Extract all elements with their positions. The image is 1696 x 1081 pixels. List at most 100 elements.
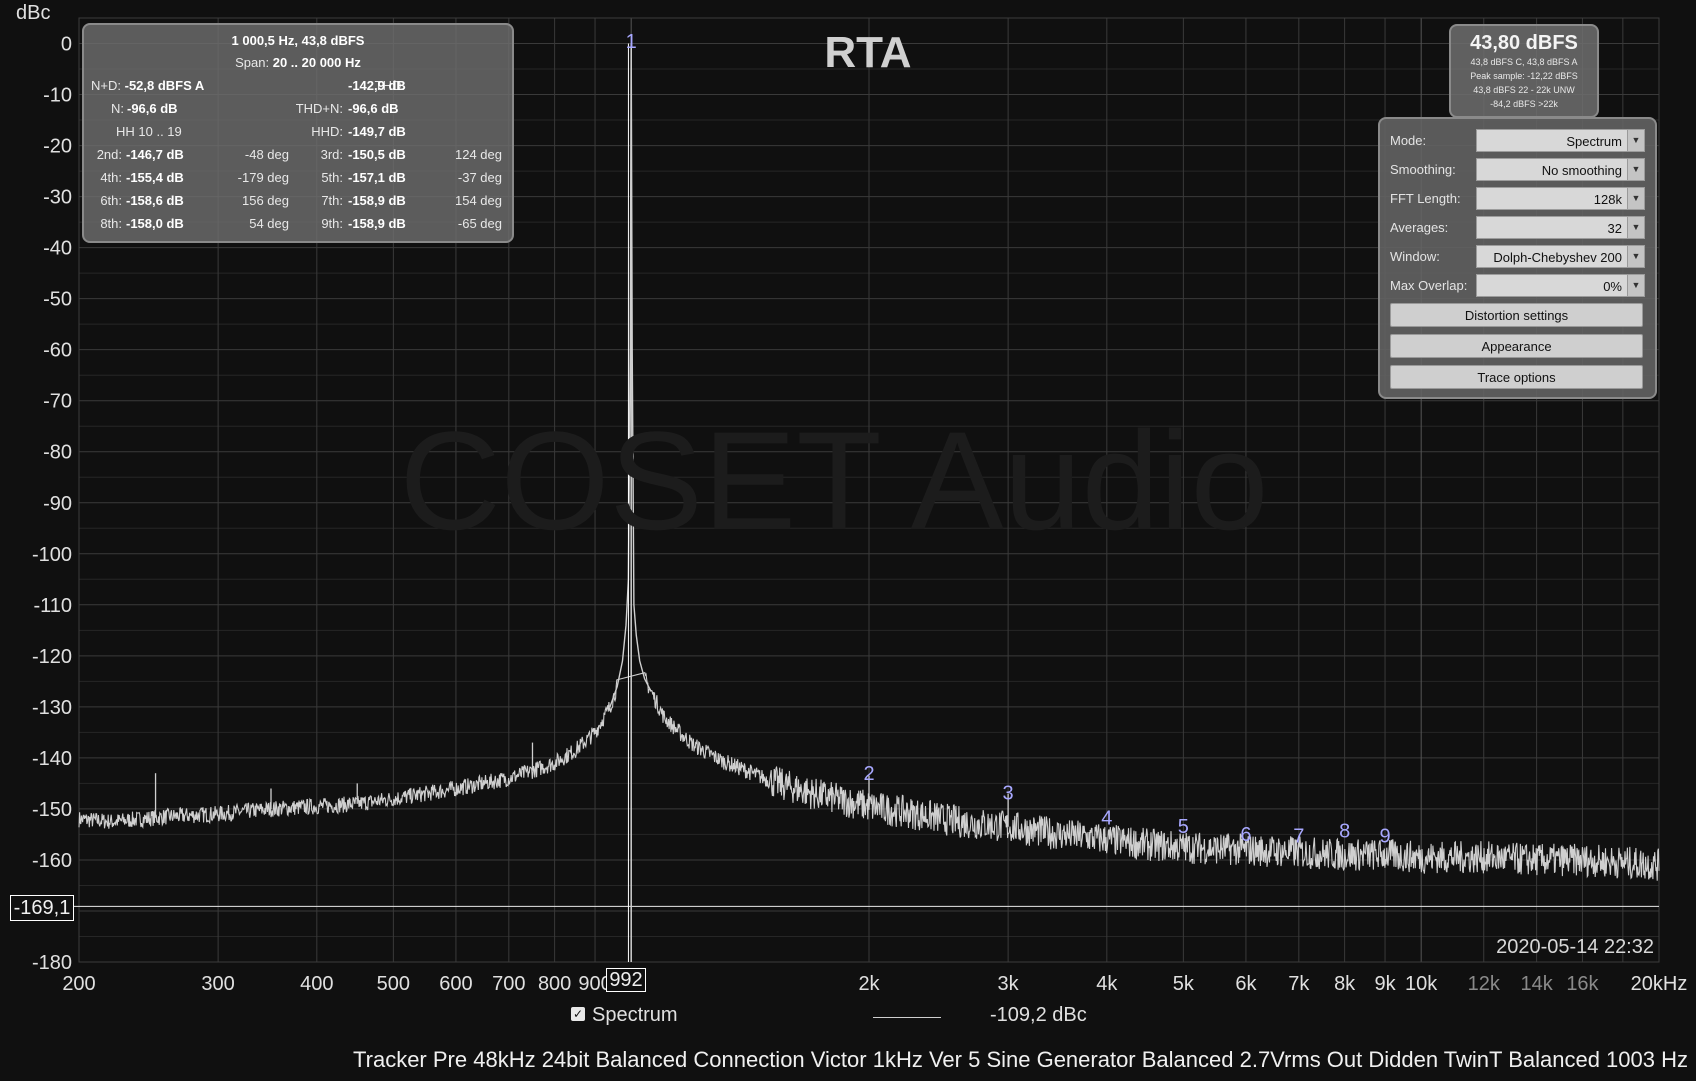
appearance-button[interactable]: Appearance	[1390, 334, 1643, 358]
y-tick-label: -80	[43, 442, 72, 464]
mode-select[interactable]: Spectrum ▼	[1476, 129, 1645, 152]
harmonic-6-label: 6th:	[100, 193, 122, 208]
harmonic-4-phase: -179 deg	[237, 170, 289, 185]
level-detail-2: Peak sample: -12,22 dBFS	[1470, 71, 1578, 81]
smoothing-row: Smoothing: No smoothing ▼	[1390, 158, 1645, 182]
window-value: Dolph-Chebyshev 200	[1493, 250, 1622, 265]
legend-line-swatch	[873, 1017, 941, 1018]
legend-cursor-value: -109,2 dBc	[990, 1004, 1087, 1026]
y-tick-label: -150	[32, 799, 72, 821]
harmonic-7-value: -158,9 dB	[348, 193, 406, 208]
x-tick-label: 12k	[1468, 973, 1501, 995]
averages-value: 32	[1607, 221, 1622, 236]
x-tick-label: 3k	[998, 973, 1020, 995]
peak-frequency-label[interactable]: 992	[606, 968, 646, 992]
distortion-settings-button[interactable]: Distortion settings	[1390, 303, 1643, 327]
harmonic-marker-label: 7	[1293, 825, 1304, 847]
x-tick-label: 5k	[1173, 973, 1195, 995]
harmonic-5-label: 5th:	[321, 170, 343, 185]
y-tick-label: 0	[61, 34, 72, 56]
level-detail-1: 43,8 dBFS C, 43,8 dBFS A	[1470, 57, 1578, 67]
nd-row: N+D: -52,8 dBFS A	[91, 78, 205, 93]
x-tick-label: 700	[492, 973, 525, 995]
level-detail-4: -84,2 dBFS >22k	[1490, 99, 1558, 109]
harmonic-2-phase: -48 deg	[244, 147, 289, 162]
spectrum-noise-floor	[78, 672, 1660, 881]
y-tick-label: -180	[32, 952, 72, 974]
y-axis-label: dBc	[16, 2, 50, 24]
max-overlap-select[interactable]: 0% ▼	[1476, 274, 1645, 297]
harmonic-marker-label: 1	[626, 31, 637, 53]
x-tick-label: 14k	[1521, 973, 1554, 995]
y-tick-label: -90	[43, 493, 72, 515]
window-select[interactable]: Dolph-Chebyshev 200 ▼	[1476, 245, 1645, 268]
y-tick-label: -50	[43, 289, 72, 311]
harmonic-7-label: 7th:	[321, 193, 343, 208]
harmonic-markers: 1 2 3 4 5 6 7 8 9	[626, 31, 1391, 847]
spectrum-trace	[78, 43, 1660, 962]
y-tick-label: -40	[43, 238, 72, 260]
y-tick-label: -30	[43, 187, 72, 209]
grid-lines	[78, 17, 1660, 963]
x-tick-label: 4k	[1096, 973, 1118, 995]
thd-value: -142,9 dB	[348, 78, 406, 93]
y-tick-label: -20	[43, 136, 72, 158]
window-label: Window:	[1390, 249, 1440, 264]
harmonic-3-value: -150,5 dB	[348, 147, 406, 162]
thdn-value: -96,6 dB	[348, 101, 399, 116]
harmonic-3-phase: 124 deg	[455, 147, 502, 162]
mode-row: Mode: Spectrum ▼	[1390, 129, 1645, 153]
x-tick-label: 300	[201, 973, 234, 995]
y-tick-label: -110	[33, 595, 72, 617]
y-tick-label: -10	[43, 85, 72, 107]
mode-value: Spectrum	[1566, 134, 1622, 149]
measurement-caption: Tracker Pre 48kHz 24bit Balanced Connect…	[353, 1047, 1688, 1072]
averages-select[interactable]: 32 ▼	[1476, 216, 1645, 239]
fft-length-value: 128k	[1593, 192, 1622, 207]
harmonic-marker-label: 3	[1003, 782, 1014, 804]
harmonic-6-phase: 156 deg	[242, 193, 289, 208]
max-overlap-value: 0%	[1603, 279, 1622, 294]
x-tick-label: 500	[377, 973, 410, 995]
hhd-value: -149,7 dB	[348, 124, 406, 139]
x-tick-label: 9k	[1374, 973, 1396, 995]
hhd-label: HHD:	[311, 124, 343, 139]
y-tick-label: -140	[32, 748, 72, 770]
max-overlap-label: Max Overlap:	[1390, 278, 1468, 293]
settings-panel: Mode: Spectrum ▼ Smoothing: No smoothing ▼…	[1378, 117, 1657, 399]
chevron-down-icon: ▼	[1627, 188, 1644, 209]
x-tick-label: 600	[439, 973, 472, 995]
harmonic-marker-label: 6	[1240, 824, 1251, 846]
level-main-value: 43,80 dBFS	[1470, 32, 1578, 54]
smoothing-select[interactable]: No smoothing ▼	[1476, 158, 1645, 181]
legend-spectrum-label: Spectrum	[592, 1004, 678, 1026]
fft-length-label: FFT Length:	[1390, 191, 1461, 206]
harmonic-9-value: -158,9 dB	[348, 216, 406, 231]
marker-level-label[interactable]: -169,1	[10, 895, 74, 921]
thd-label: THD:	[374, 78, 405, 93]
spectrum-checkbox[interactable]: ✓	[571, 1007, 585, 1021]
timestamp: 2020-05-14 22:32	[1496, 936, 1654, 958]
fft-length-select[interactable]: 128k ▼	[1476, 187, 1645, 210]
n-label: N:	[111, 101, 124, 116]
x-tick-label: 10k	[1405, 973, 1438, 995]
stats-span: Span: 20 .. 20 000 Hz	[235, 55, 361, 70]
chart-title: RTA	[824, 28, 912, 77]
trace-options-button[interactable]: Trace options	[1390, 365, 1643, 389]
x-tick-label: 8k	[1334, 973, 1356, 995]
stats-header: 1 000,5 Hz, 43,8 dBFS	[231, 33, 365, 48]
fft-length-row: FFT Length: 128k ▼	[1390, 187, 1645, 211]
hh-label: HH 10 .. 19	[116, 124, 182, 139]
chevron-down-icon: ▼	[1627, 159, 1644, 180]
harmonic-4-value: -155,4 dB	[126, 170, 184, 185]
window-row: Window: Dolph-Chebyshev 200 ▼	[1390, 245, 1645, 269]
chevron-down-icon: ▼	[1627, 130, 1644, 151]
chevron-down-icon: ▼	[1627, 217, 1644, 238]
max-overlap-row: Max Overlap: 0% ▼	[1390, 274, 1645, 298]
harmonic-8-label: 8th:	[100, 216, 122, 231]
harmonic-9-phase: -65 deg	[457, 216, 502, 231]
harmonic-5-phase: -37 deg	[457, 170, 502, 185]
harmonic-2-value: -146,7 dB	[126, 147, 184, 162]
averages-row: Averages: 32 ▼	[1390, 216, 1645, 240]
